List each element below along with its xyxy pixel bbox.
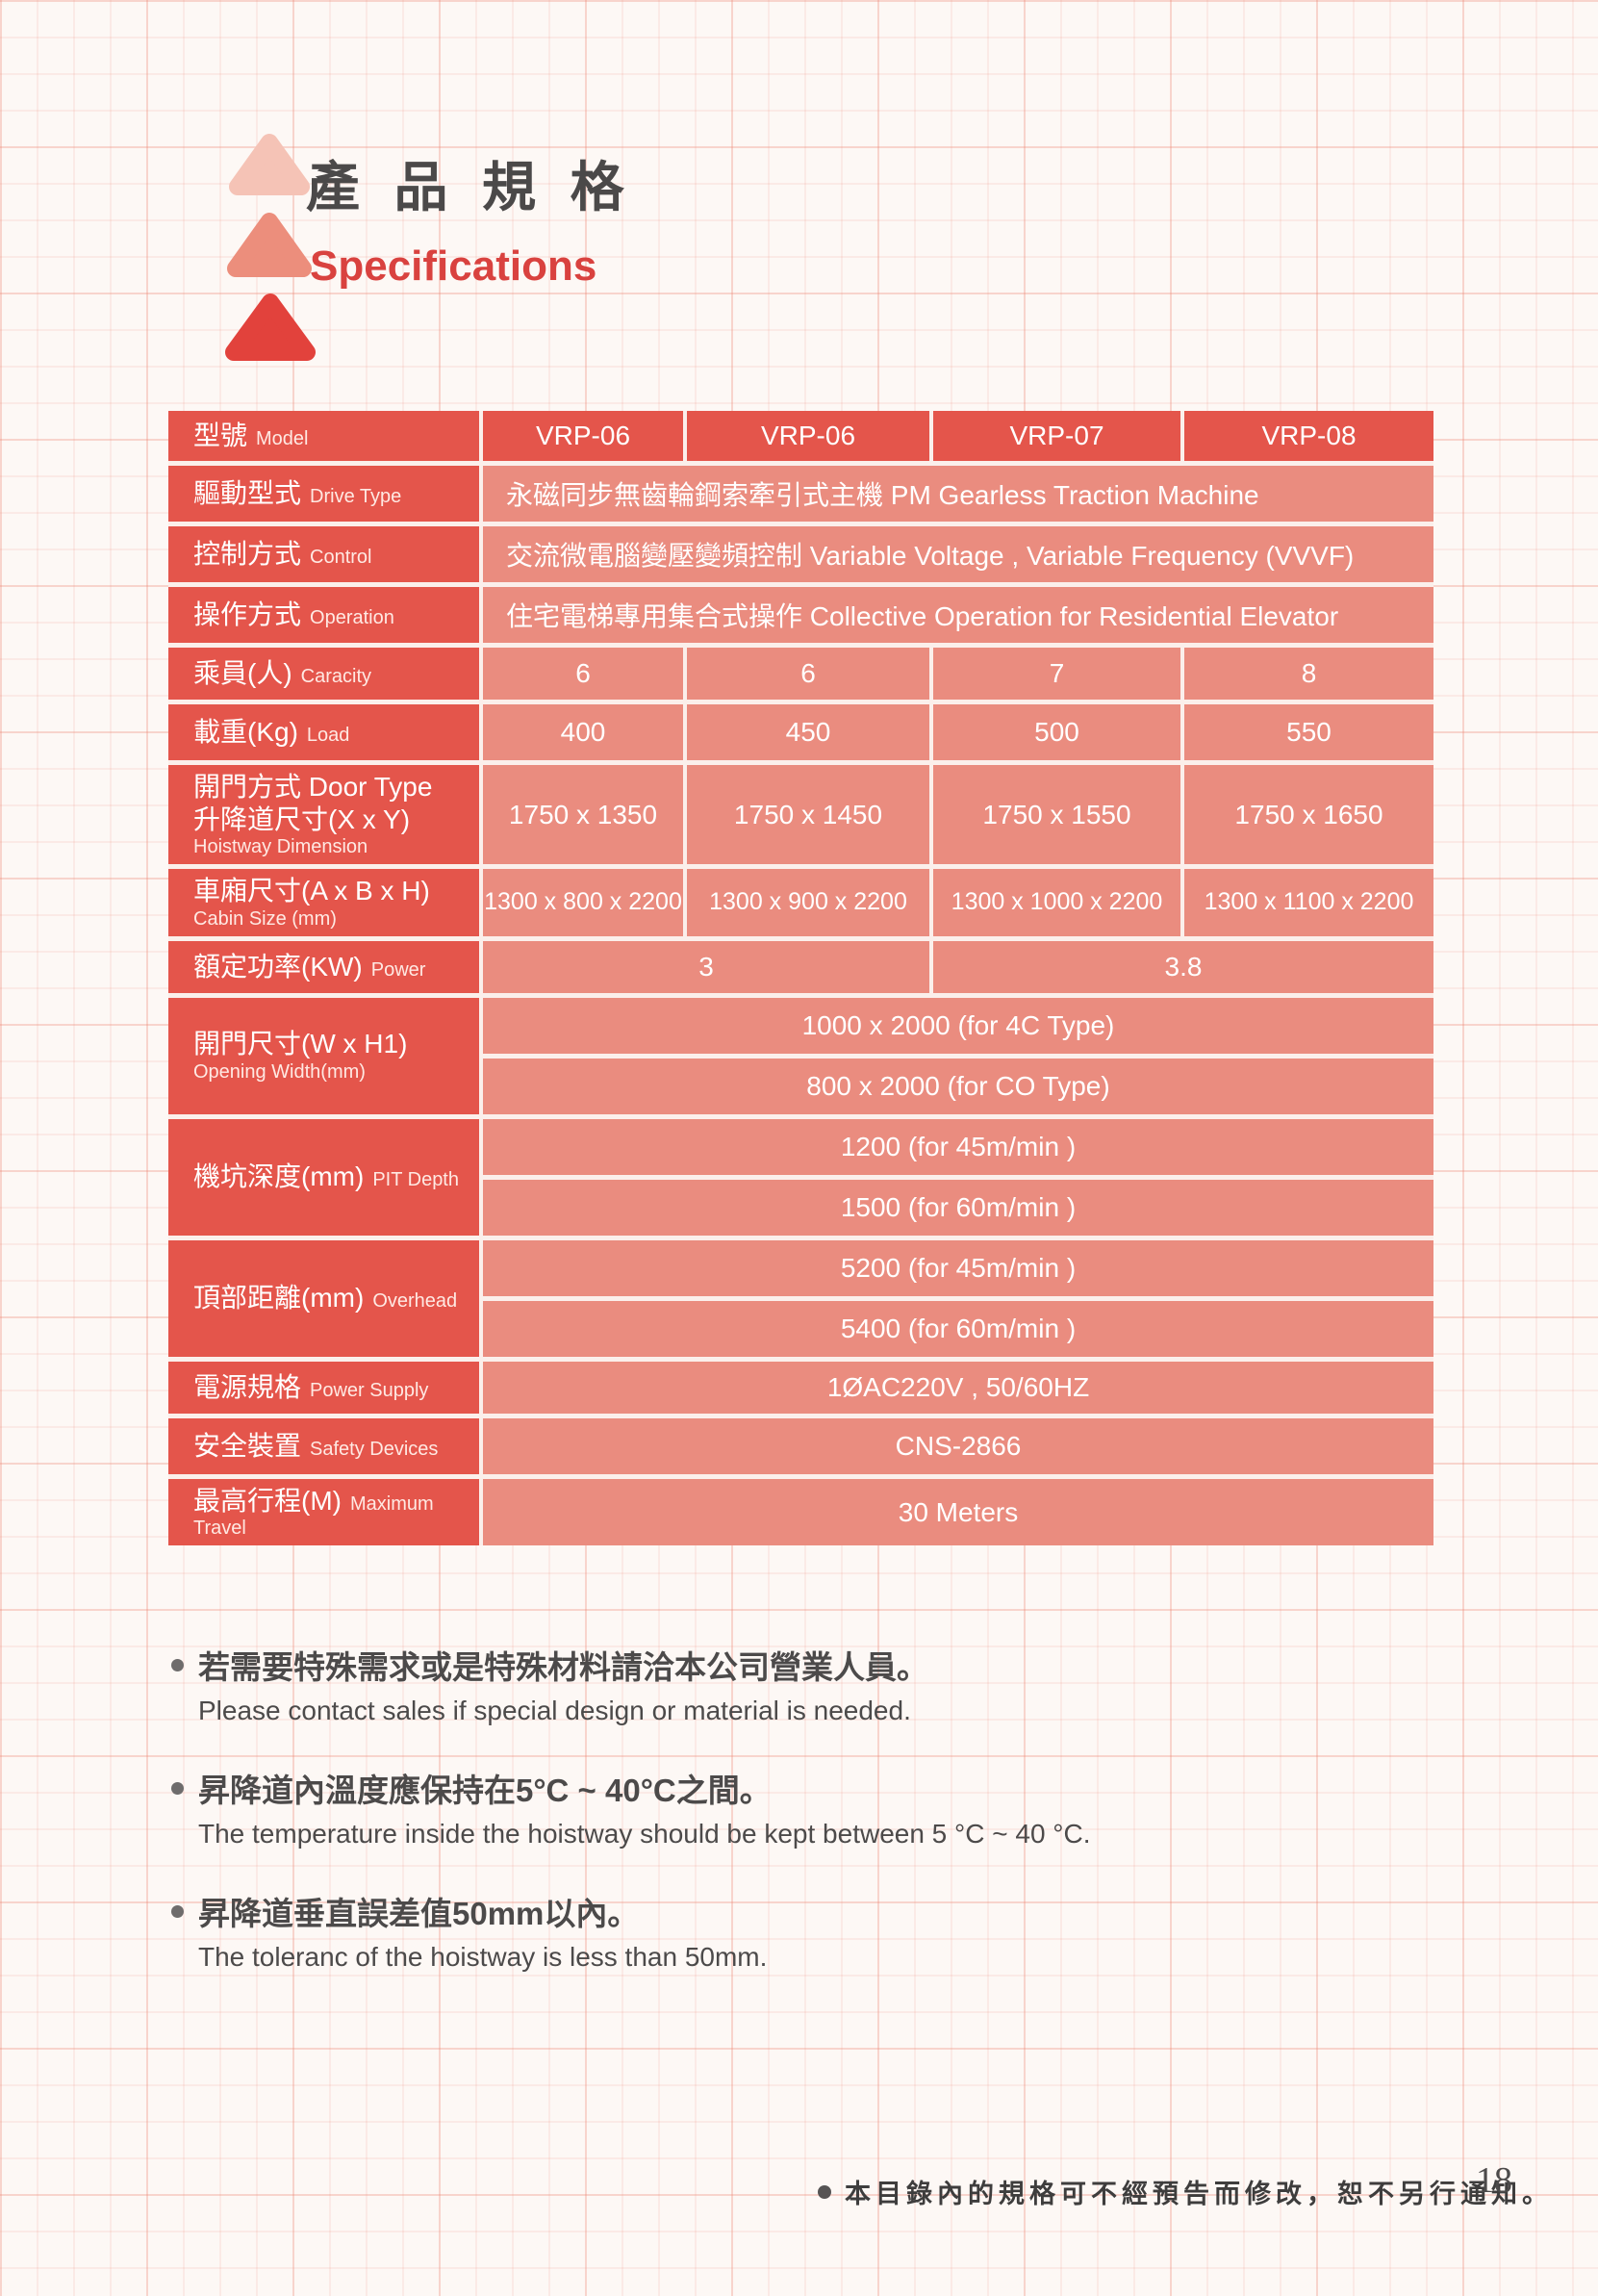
label-pit-depth: 機坑深度(mm) PIT Depth <box>168 1118 483 1240</box>
cell-load-3: 500 <box>933 704 1184 765</box>
cell-load-2: 450 <box>687 704 933 765</box>
cell-model-1: VRP-06 <box>483 411 687 466</box>
cell-hoistway-3: 1750 x 1550 <box>933 765 1184 870</box>
page-title: 產 品 規 格 <box>306 157 634 217</box>
cell-power-1: 3 <box>483 940 933 998</box>
cell-model-2: VRP-06 <box>687 411 933 466</box>
row-operation: 操作方式 Operation 住宅電梯專用集合式操作 Collective Ope… <box>168 587 1433 648</box>
label-cabin-size: 車廂尺寸(A x B x H) Cabin Size (mm) <box>168 869 483 941</box>
cell-operation: 住宅電梯專用集合式操作 Collective Operation for Res… <box>483 587 1433 648</box>
label-overhead: 頂部距離(mm) Overhead <box>168 1239 483 1362</box>
cell-capacity-2: 6 <box>687 648 933 704</box>
label-control: 控制方式 Control <box>168 526 483 587</box>
row-overhead-1: 頂部距離(mm) Overhead 5200 (for 45m/min ) <box>168 1239 1433 1362</box>
cell-overhead-60: 5400 (for 60m/min ) <box>483 1300 1433 1362</box>
row-power-supply: 電源規格 Power Supply 1ØAC220V , 50/60HZ <box>168 1361 1433 1418</box>
page-number: 18 <box>1476 2160 1512 2201</box>
logo-triangles-icon <box>216 121 327 367</box>
row-load: 載重(Kg) Load 400 450 500 550 <box>168 704 1433 765</box>
row-power: 額定功率(KW) Power 3 3.8 <box>168 940 1433 998</box>
row-opening-2: 800 x 2000 (for CO Type) <box>168 1058 1433 1119</box>
cell-opening-4c: 1000 x 2000 (for 4C Type) <box>483 997 1433 1059</box>
note-en-text: Please contact sales if special design o… <box>198 1696 911 1725</box>
cell-cabin-1: 1300 x 800 x 2200 <box>483 869 687 941</box>
note-zh-text: 昇降道內溫度應保持在5°C ~ 40°C之間。 <box>198 1773 772 1808</box>
row-pit-1: 機坑深度(mm) PIT Depth 1200 (for 45m/min ) <box>168 1118 1433 1240</box>
cell-control: 交流微電腦變壓變頻控制 Variable Voltage , Variable … <box>483 526 1433 587</box>
row-maximum-travel: 最高行程(M) Maximum Travel 30 Meters <box>168 1478 1433 1546</box>
row-overhead-2: 5400 (for 60m/min ) <box>168 1300 1433 1362</box>
note-en-text: The toleranc of the hoistway is less tha… <box>198 1942 768 1972</box>
cell-capacity-4: 8 <box>1184 648 1433 704</box>
cell-drive-type: 永磁同步無齒輪鋼索牽引式主機 PM Gearless Traction Mach… <box>483 466 1433 526</box>
cell-capacity-3: 7 <box>933 648 1184 704</box>
row-drive-type: 驅動型式 Drive Type 永磁同步無齒輪鋼索牽引式主機 PM Gearles… <box>168 466 1433 526</box>
note-zh-text: 昇降道垂直誤差值50mm以內。 <box>198 1896 640 1931</box>
label-opening-width: 開門尺寸(W x H1) Opening Width(mm) <box>168 997 483 1119</box>
note-bullet-icon <box>171 1904 184 1918</box>
label-capacity: 乘員(人) Caracity <box>168 648 483 704</box>
row-hoistway: 開門方式 Door Type 升降道尺寸(X x Y) Hoistway Dim… <box>168 765 1433 870</box>
label-hoistway: 開門方式 Door Type 升降道尺寸(X x Y) Hoistway Dim… <box>168 765 483 870</box>
cell-overhead-45: 5200 (for 45m/min ) <box>483 1239 1433 1301</box>
cell-load-4: 550 <box>1184 704 1433 765</box>
row-cabin-size: 車廂尺寸(A x B x H) Cabin Size (mm) 1300 x 8… <box>168 869 1433 941</box>
row-control: 控制方式 Control 交流微電腦變壓變頻控制 Variable Voltage… <box>168 526 1433 587</box>
cell-model-4: VRP-08 <box>1184 411 1433 466</box>
note-zh-text: 若需要特殊需求或是特殊材料請洽本公司營業人員。 <box>198 1649 928 1685</box>
label-safety-devices: 安全裝置 Safety Devices <box>168 1417 483 1479</box>
label-power: 額定功率(KW) Power <box>168 940 483 998</box>
footer-bullet-icon <box>818 2184 831 2199</box>
cell-opening-co: 800 x 2000 (for CO Type) <box>483 1058 1433 1119</box>
cell-hoistway-1: 1750 x 1350 <box>483 765 687 870</box>
cell-pit-45: 1200 (for 45m/min ) <box>483 1118 1433 1180</box>
note-tolerance: 昇降道垂直誤差值50mm以內。 The toleranc of the hois… <box>171 1888 1091 1973</box>
note-en-text: The temperature inside the hoistway shou… <box>198 1819 1091 1849</box>
row-safety-devices: 安全裝置 Safety Devices CNS-2866 <box>168 1417 1433 1479</box>
cell-pit-60: 1500 (for 60m/min ) <box>483 1179 1433 1240</box>
label-maximum-travel: 最高行程(M) Maximum Travel <box>168 1478 483 1546</box>
cell-safety-devices: CNS-2866 <box>483 1417 1433 1479</box>
cell-load-1: 400 <box>483 704 687 765</box>
cell-cabin-4: 1300 x 1100 x 2200 <box>1184 869 1433 941</box>
cell-maximum-travel: 30 Meters <box>483 1478 1433 1546</box>
cell-power-supply: 1ØAC220V , 50/60HZ <box>483 1361 1433 1418</box>
note-temperature: 昇降道內溫度應保持在5°C ~ 40°C之間。 The temperature … <box>171 1765 1091 1850</box>
footer-text: 本目錄內的規格可不經預告而修改，恕不另行通知。 <box>845 2180 1553 2208</box>
cell-power-2: 3.8 <box>933 940 1433 998</box>
note-bullet-icon <box>171 1658 184 1671</box>
cell-hoistway-4: 1750 x 1650 <box>1184 765 1433 870</box>
cell-model-3: VRP-07 <box>933 411 1184 466</box>
cell-cabin-2: 1300 x 900 x 2200 <box>687 869 933 941</box>
cell-hoistway-2: 1750 x 1450 <box>687 765 933 870</box>
cell-cabin-3: 1300 x 1000 x 2200 <box>933 869 1184 941</box>
row-capacity: 乘員(人) Caracity 6 6 7 8 <box>168 648 1433 704</box>
label-power-supply: 電源規格 Power Supply <box>168 1361 483 1418</box>
note-special-request: 若需要特殊需求或是特殊材料請洽本公司營業人員。 Please contact s… <box>171 1642 1091 1726</box>
cell-capacity-1: 6 <box>483 648 687 704</box>
footer-disclaimer: 本目錄內的規格可不經預告而修改，恕不另行通知。 <box>818 2173 1553 2210</box>
row-pit-2: 1500 (for 60m/min ) <box>168 1179 1433 1240</box>
notes-section: 若需要特殊需求或是特殊材料請洽本公司營業人員。 Please contact s… <box>171 1642 1091 2011</box>
label-load: 載重(Kg) Load <box>168 704 483 765</box>
label-operation: 操作方式 Operation <box>168 587 483 648</box>
row-opening-1: 開門尺寸(W x H1) Opening Width(mm) 1000 x 20… <box>168 997 1433 1119</box>
page-subtitle: Specifications <box>310 242 597 290</box>
note-bullet-icon <box>171 1781 184 1795</box>
label-drive-type: 驅動型式 Drive Type <box>168 466 483 526</box>
row-model: 型號 Model VRP-06 VRP-06 VRP-07 VRP-08 <box>168 411 1433 466</box>
label-model: 型號 Model <box>168 411 483 466</box>
spec-table: 型號 Model VRP-06 VRP-06 VRP-07 VRP-08 驅動型式… <box>168 411 1433 1546</box>
